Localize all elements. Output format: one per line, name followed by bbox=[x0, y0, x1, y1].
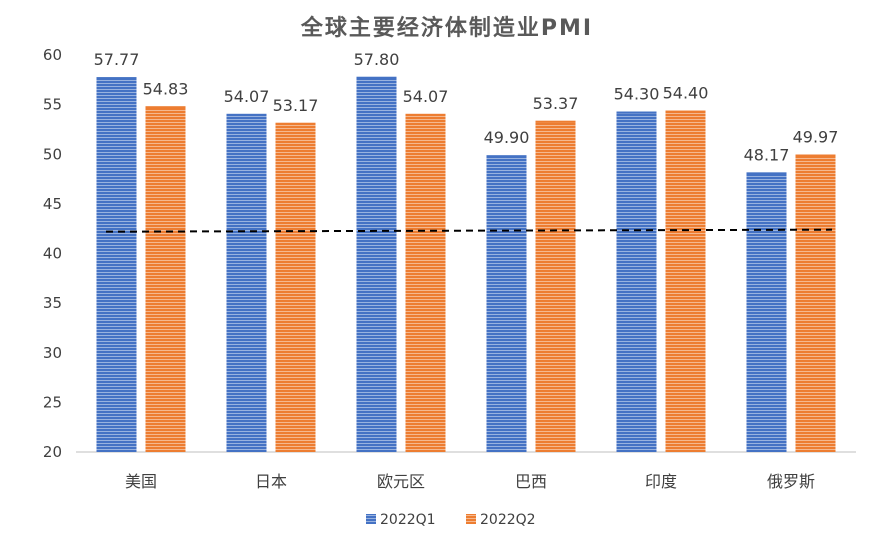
legend-label: 2022Q1 bbox=[380, 512, 436, 528]
y-tick-label: 35 bbox=[43, 294, 62, 312]
bar-2022Q1-巴西 bbox=[486, 155, 527, 452]
bar-2022Q1-俄罗斯 bbox=[746, 172, 787, 452]
bar-top-edge bbox=[96, 77, 137, 80]
x-tick-label: 俄罗斯 bbox=[767, 472, 815, 491]
legend-label: 2022Q2 bbox=[480, 512, 536, 528]
data-label: 57.77 bbox=[94, 50, 140, 69]
bar-2022Q1-日本 bbox=[226, 113, 267, 452]
bar-2022Q2-日本 bbox=[275, 122, 316, 452]
y-tick-label: 25 bbox=[43, 393, 62, 411]
data-label: 53.17 bbox=[273, 96, 319, 115]
data-label: 57.80 bbox=[354, 50, 400, 69]
bar-2022Q1-美国 bbox=[96, 77, 137, 452]
data-label: 54.40 bbox=[663, 84, 709, 103]
x-tick-label: 日本 bbox=[255, 472, 287, 491]
dashed-reference-line bbox=[105, 228, 833, 233]
legend-swatch-2022Q2 bbox=[466, 514, 476, 524]
x-tick-label: 巴西 bbox=[515, 472, 547, 491]
data-label: 54.30 bbox=[614, 85, 660, 104]
bar-2022Q2-巴西 bbox=[535, 120, 576, 453]
reference-line-group bbox=[105, 228, 833, 233]
y-axis: 20 25 30 35 40 45 50 55 60 bbox=[43, 46, 62, 461]
bar-2022Q2-俄罗斯 bbox=[795, 154, 836, 453]
bar-top-edge bbox=[356, 76, 397, 79]
bar-top-edge bbox=[795, 154, 836, 157]
y-tick-label: 60 bbox=[43, 46, 62, 64]
legend-swatch-2022Q1 bbox=[366, 514, 376, 524]
data-label: 53.37 bbox=[533, 94, 579, 113]
bar-2022Q2-印度 bbox=[665, 110, 706, 452]
x-tick-label: 欧元区 bbox=[377, 472, 425, 491]
data-label: 54.83 bbox=[143, 79, 189, 98]
y-tick-label: 45 bbox=[43, 195, 62, 213]
data-label: 49.97 bbox=[793, 128, 839, 147]
y-tick-label: 40 bbox=[43, 245, 62, 263]
bar-2022Q2-美国 bbox=[145, 106, 186, 452]
y-tick-label: 55 bbox=[43, 96, 62, 114]
x-axis: 美国 日本 欧元区 巴西 印度 俄罗斯 bbox=[76, 451, 856, 491]
chart-title: 全球主要经济体制造业PMI bbox=[300, 15, 593, 41]
bar-top-edge bbox=[535, 120, 576, 123]
data-label: 54.07 bbox=[403, 87, 449, 106]
bar-2022Q1-印度 bbox=[616, 111, 657, 452]
data-label: 54.07 bbox=[224, 87, 270, 106]
bar-top-edge bbox=[486, 155, 527, 158]
bar-top-edge bbox=[616, 111, 657, 114]
legend: 2022Q1 2022Q2 bbox=[366, 512, 536, 528]
y-tick-label: 20 bbox=[43, 443, 62, 461]
bar-top-edge bbox=[746, 172, 787, 175]
bar-2022Q1-欧元区 bbox=[356, 76, 397, 453]
data-label: 49.90 bbox=[484, 128, 530, 147]
y-tick-label: 30 bbox=[43, 344, 62, 362]
bar-top-edge bbox=[275, 122, 316, 125]
bar-top-edge bbox=[405, 113, 446, 116]
y-tick-label: 50 bbox=[43, 145, 62, 163]
bar-2022Q2-欧元区 bbox=[405, 113, 446, 452]
bar-top-edge bbox=[665, 110, 706, 113]
bar-top-edge bbox=[226, 113, 267, 116]
bar-top-edge bbox=[145, 106, 186, 109]
x-tick-label: 印度 bbox=[645, 472, 677, 491]
x-tick-label: 美国 bbox=[125, 472, 157, 491]
data-label: 48.17 bbox=[744, 145, 790, 164]
